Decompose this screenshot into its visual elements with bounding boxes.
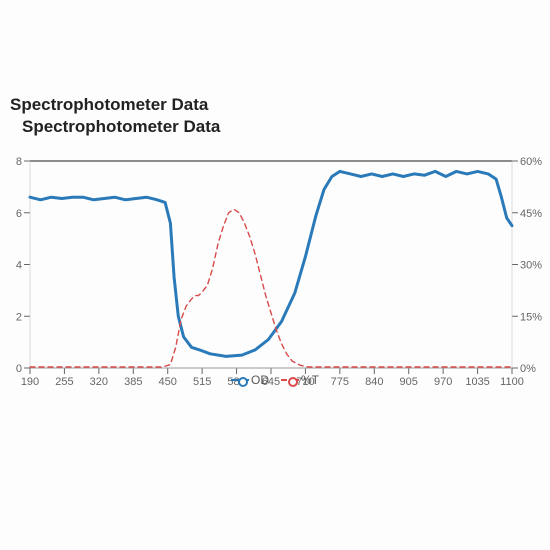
svg-text:8: 8 bbox=[16, 156, 22, 168]
svg-text:60%: 60% bbox=[520, 156, 542, 168]
legend: OD %T bbox=[0, 370, 550, 387]
chart-container: Spectrophotometer Data Spectrophotometer… bbox=[0, 0, 550, 550]
svg-text:15%: 15% bbox=[520, 311, 542, 323]
svg-text:4: 4 bbox=[16, 260, 22, 272]
svg-text:45%: 45% bbox=[520, 208, 542, 220]
plot-area: 024680%15%30%45%60%190255320385450515580… bbox=[8, 155, 542, 390]
chart-titles: Spectrophotometer Data Spectrophotometer… bbox=[10, 95, 220, 137]
legend-label: OD bbox=[251, 373, 269, 387]
chart-title-line1: Spectrophotometer Data bbox=[10, 95, 220, 115]
legend-item: OD bbox=[231, 373, 269, 387]
svg-text:2: 2 bbox=[16, 311, 22, 323]
legend-label: %T bbox=[301, 373, 319, 387]
chart-title-line2: Spectrophotometer Data bbox=[22, 117, 220, 137]
chart-svg: 024680%15%30%45%60%190255320385450515580… bbox=[8, 155, 542, 390]
svg-text:6: 6 bbox=[16, 208, 22, 220]
svg-text:30%: 30% bbox=[520, 260, 542, 272]
legend-item: %T bbox=[281, 373, 319, 387]
